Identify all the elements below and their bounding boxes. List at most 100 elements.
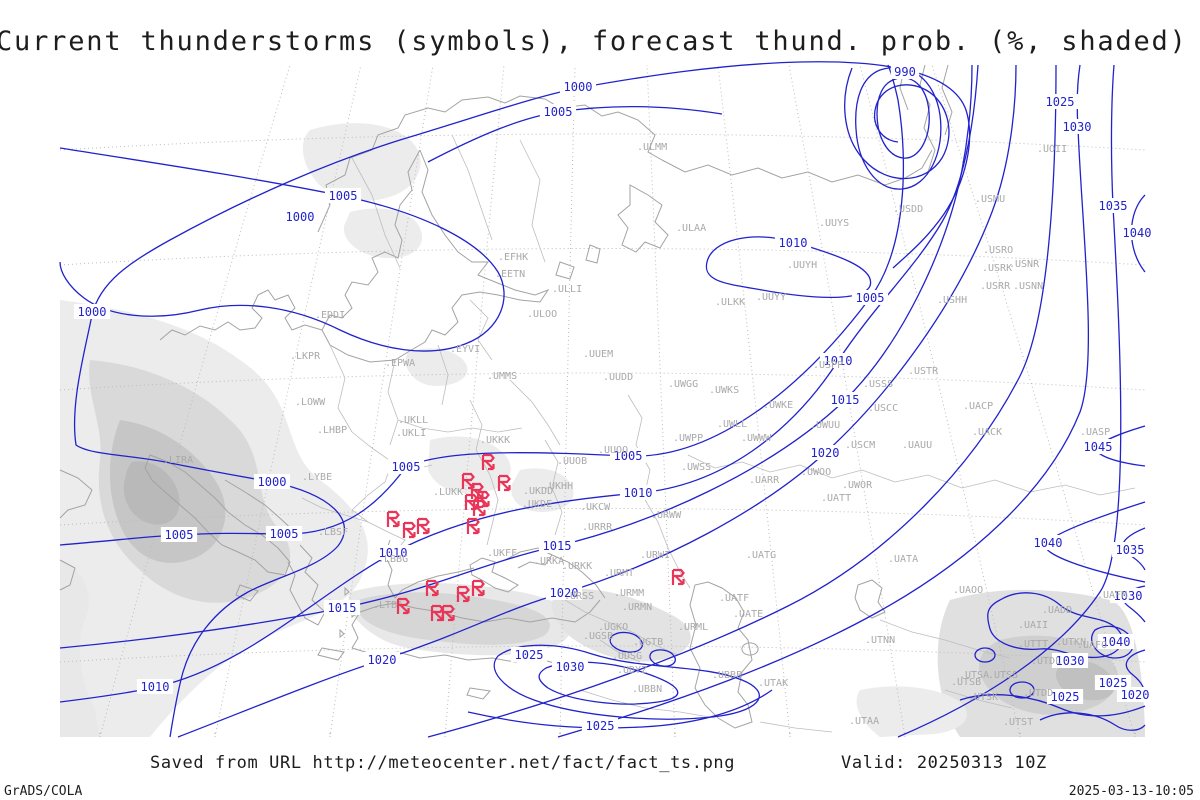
station-label: .USCC <box>868 403 898 414</box>
station-label: .UUOB <box>557 456 587 467</box>
isobar-label: 1025 <box>1046 95 1075 109</box>
isobar-label-box <box>1094 198 1132 213</box>
isobar-label-box <box>774 235 812 250</box>
storm-symbols <box>386 453 685 622</box>
station-label: .UKLL <box>398 415 428 426</box>
isobar-label-box <box>324 188 362 203</box>
isobar-label-box <box>265 526 303 541</box>
station-label: .LBBG <box>378 554 408 565</box>
station-label: .UAFM <box>1097 590 1127 601</box>
isobar-label: 1015 <box>543 539 572 553</box>
isobar-label-box <box>1118 225 1156 240</box>
isobar-label-box <box>559 79 597 94</box>
isobar-label-box <box>545 585 583 600</box>
isobar-label-box <box>510 647 548 662</box>
isobar-label-box <box>160 527 198 542</box>
station-label: .ULMM <box>637 142 667 153</box>
isobar-label: 1020 <box>1121 688 1150 702</box>
station-label: .UMMS <box>487 371 517 382</box>
station-label: .URWI <box>640 550 670 561</box>
station-label: .LIRA <box>163 455 193 466</box>
isobar-label-box <box>851 290 889 305</box>
isobar-label: 1005 <box>856 291 885 305</box>
isobar-label-box <box>538 538 576 553</box>
isobar-label-box <box>806 445 844 460</box>
station-label: .UGKO <box>598 622 628 633</box>
isobar-label: 1015 <box>831 393 860 407</box>
station-label: .LBSF <box>318 527 348 538</box>
thunderstorm-icon <box>476 490 490 508</box>
isobar-label: 1035 <box>1116 543 1145 557</box>
thunderstorm-icon <box>456 585 470 603</box>
station-label: .EYVI <box>450 344 480 355</box>
station-label: .UTDD <box>1023 688 1053 699</box>
isobar-label-box <box>1094 675 1132 690</box>
thunderstorm-icon <box>471 579 485 597</box>
isobar-label: 1010 <box>824 354 853 368</box>
isobar-label-box <box>890 64 920 79</box>
isobar-label-box <box>819 353 857 368</box>
isobar-label: 1010 <box>379 546 408 560</box>
station-label: .UUDD <box>603 372 633 383</box>
thunderstorm-icon <box>671 568 685 586</box>
isobar-label: 1000 <box>258 475 287 489</box>
isobar-label-box <box>281 209 319 224</box>
thunderstorm-icon <box>481 453 495 471</box>
station-label: .EPWA <box>385 358 415 369</box>
station-label: .UUYY <box>756 292 786 303</box>
isobar-label: 1010 <box>141 680 170 694</box>
isobar-label-box <box>581 718 619 733</box>
isobar-label-box <box>136 679 174 694</box>
station-label: .USNR <box>1009 259 1040 270</box>
isobar-label: 1035 <box>1099 199 1128 213</box>
station-label: .UBBB <box>712 670 742 681</box>
isobar-label: 1025 <box>515 648 544 662</box>
station-label: .USTR <box>908 366 939 377</box>
station-label: .UATE <box>733 609 763 620</box>
station-label: .UKCW <box>580 502 611 513</box>
station-label: .USSS <box>863 379 893 390</box>
station-label: .UBBN <box>632 684 662 695</box>
station-label: .LTBA <box>373 600 403 611</box>
isobar-label: 990 <box>894 65 916 79</box>
station-label: .URRR <box>582 522 613 533</box>
footer-timestamp: 2025-03-13-10:05 <box>1068 784 1194 799</box>
station-label: .UATG <box>746 550 776 561</box>
station-label: .URMN <box>622 602 652 613</box>
station-label: .UATA <box>888 554 918 565</box>
isobar-label: 1005 <box>614 449 643 463</box>
station-label: .UAII <box>1018 620 1048 631</box>
station-label: .UTTT <box>1018 639 1048 650</box>
station-label: .USNN <box>1013 281 1043 292</box>
station-label: .UADD <box>1042 605 1072 616</box>
station-label: .EETN <box>495 269 525 280</box>
station-label: .UWGG <box>668 379 698 390</box>
thunderstorm-icon <box>497 474 511 492</box>
station-label: .UTSB <box>951 677 981 688</box>
station-label: .URMM <box>614 588 644 599</box>
isobar-label: 1030 <box>1114 589 1143 603</box>
station-label: .UTSK <box>968 692 998 703</box>
station-label: .UUYS <box>819 218 849 229</box>
station-label: .UKKK <box>480 435 510 446</box>
station-label: .UUOO <box>598 445 628 456</box>
isobar-label-box <box>374 545 412 560</box>
station-label: .UKFF <box>487 548 517 559</box>
isobar-label: 1025 <box>1099 676 1128 690</box>
isobar-label: 1030 <box>556 660 585 674</box>
station-label: .UTAA <box>849 716 879 727</box>
station-label: .UAOO <box>953 585 983 596</box>
station-label: .UUYH <box>787 260 817 271</box>
station-label: .ULOO <box>527 309 557 320</box>
footer-saved-url: Saved from URL http://meteocenter.net/fa… <box>150 753 736 773</box>
isobar-label-box <box>609 448 647 463</box>
station-label: .ULAA <box>676 223 706 234</box>
station-label: .UTKN <box>1056 637 1086 648</box>
thunderstorm-icon <box>386 510 400 528</box>
isobar-label-box <box>1029 535 1067 550</box>
isobar-label-box <box>826 392 864 407</box>
station-label: .UOII <box>1037 144 1067 155</box>
station-label: .URML <box>678 622 708 633</box>
station-label: .LYBE <box>302 472 332 483</box>
